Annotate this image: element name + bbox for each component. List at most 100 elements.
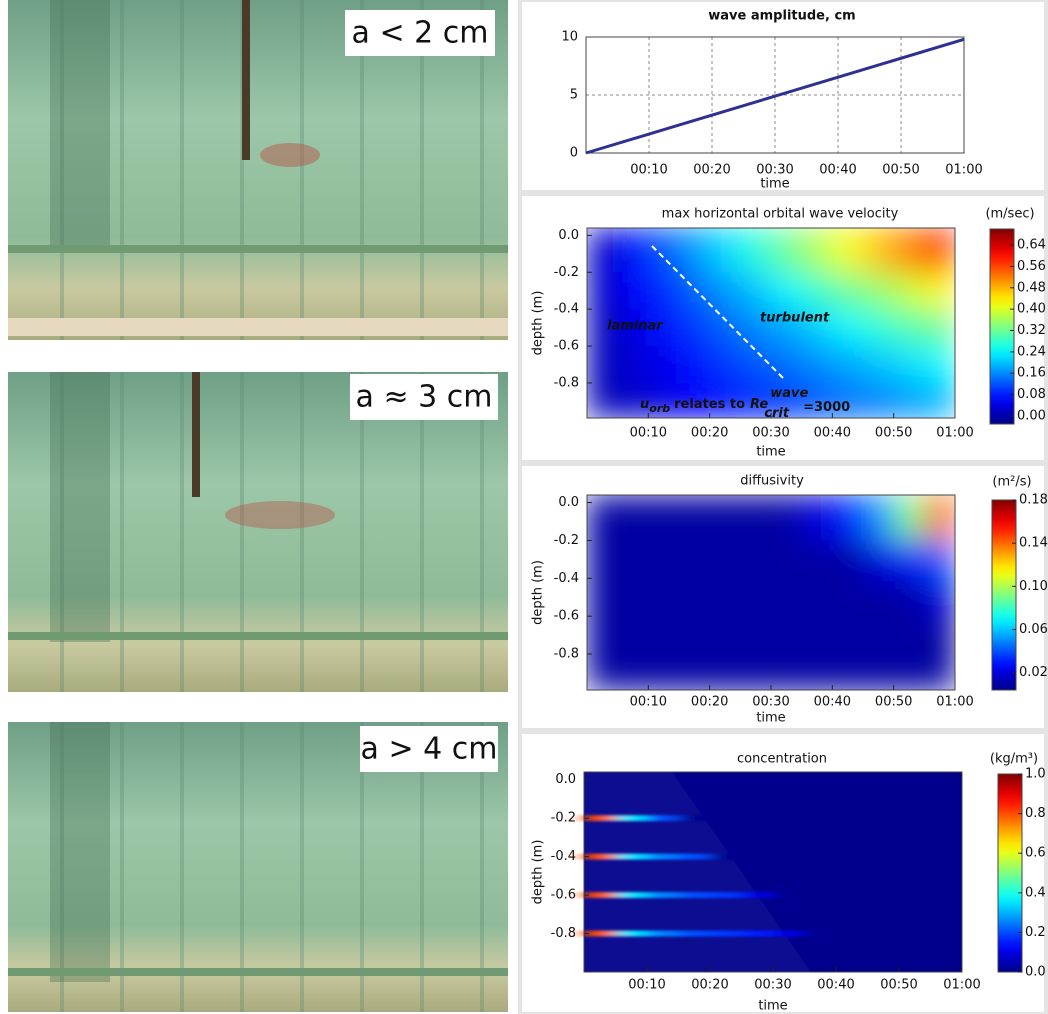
heatmap-cell xyxy=(618,578,649,616)
x-tick-label: 00:50 xyxy=(882,163,919,178)
heatmap-cell xyxy=(894,495,925,541)
colorbar-label: (m²/s) xyxy=(992,475,1031,490)
x-axis-label: time xyxy=(758,999,787,1014)
colorbar-tick-label: 0.18 xyxy=(1019,493,1048,508)
heatmap-cell xyxy=(618,616,649,654)
heatmap-cell xyxy=(863,383,894,419)
streak-cell xyxy=(773,892,805,898)
streak-cell xyxy=(647,931,679,937)
heatmap xyxy=(587,495,956,691)
heatmap-cell xyxy=(710,346,741,383)
heatmap-cell xyxy=(618,654,649,690)
colorbar-label: (m/sec) xyxy=(985,207,1034,222)
heatmap-cell xyxy=(587,616,618,654)
streak-cell xyxy=(647,892,679,898)
heatmap-cell xyxy=(802,495,833,541)
heatmap-cell xyxy=(924,495,955,541)
heatmap-cell xyxy=(894,540,925,578)
heatmap-cell xyxy=(648,616,679,654)
heatmap-cell xyxy=(740,540,771,578)
streak-cell xyxy=(742,892,774,898)
x-tick-label: 00:40 xyxy=(814,426,851,441)
heatmap-cell xyxy=(863,616,894,654)
y-tick-label: -0.8 xyxy=(551,926,576,941)
heatmap-cell xyxy=(802,540,833,578)
label-part: wave xyxy=(770,386,808,401)
heatmap-cell xyxy=(618,272,649,309)
heatmap-cell xyxy=(648,578,679,616)
x-tick-label: 00:20 xyxy=(693,163,730,178)
x-axis-label: time xyxy=(756,711,785,726)
photo: a ≈ 3 cm xyxy=(8,372,508,692)
colorbar-tick-label: 0.00 xyxy=(1017,408,1046,423)
y-tick-label: -0.4 xyxy=(554,302,579,317)
heatmap-cell xyxy=(648,272,679,309)
y-axis-label: depth (m) xyxy=(531,840,546,905)
heatmap-cell xyxy=(740,654,771,690)
heatmap-cell xyxy=(802,346,833,383)
heatmap-cell xyxy=(648,228,679,273)
x-tick-label: 00:30 xyxy=(752,426,789,441)
y-tick-label: -0.6 xyxy=(554,609,579,624)
colorbar-tick-label: 0.02 xyxy=(1019,665,1048,680)
heatmap-cell xyxy=(832,346,863,383)
streak-cell xyxy=(773,854,805,860)
heatmap-cell xyxy=(832,272,863,309)
x-axis-label: time xyxy=(760,177,789,192)
x-tick-label: 00:50 xyxy=(880,978,917,993)
heatmap-cell xyxy=(618,346,649,383)
streak-cell xyxy=(679,931,711,937)
heatmap-cell xyxy=(924,272,955,309)
chart-title: diffusivity xyxy=(740,474,804,489)
y-tick-label: -0.8 xyxy=(554,375,579,390)
heatmap-cell xyxy=(648,346,679,383)
heatmap-cell xyxy=(802,272,833,309)
heatmap-cell xyxy=(587,578,618,616)
x-tick-label: 00:40 xyxy=(819,163,856,178)
heatmap-cell xyxy=(802,654,833,690)
colorbar-tick-label: 0.48 xyxy=(1017,280,1046,295)
chart-title: wave amplitude, cm xyxy=(708,9,855,24)
y-tick-label: -0.2 xyxy=(554,265,579,280)
annotation: turbulent xyxy=(760,311,830,326)
heatmap-cell xyxy=(924,616,955,654)
heatmap-cell xyxy=(740,228,771,273)
heatmap-cell xyxy=(894,383,925,419)
heatmap-cell xyxy=(863,228,894,273)
streak-cell xyxy=(679,892,711,898)
figure: a < 2 cm a ≈ 3 cm a > 4 cm wave amplitud… xyxy=(0,0,1048,1014)
streak-cell xyxy=(616,815,648,821)
heatmap-cell xyxy=(587,654,618,690)
heatmap-cell xyxy=(679,578,710,616)
heatmap-cell xyxy=(648,654,679,690)
colorbar-tick-label: 0.4 xyxy=(1025,885,1046,900)
colorbar-tick-label: 0.40 xyxy=(1017,302,1046,317)
photo-label: a > 4 cm xyxy=(361,732,498,767)
colorbar xyxy=(998,774,1022,972)
heatmap-cell xyxy=(587,228,618,273)
heatmap-cell xyxy=(618,228,649,273)
heatmap-cell xyxy=(832,228,863,273)
heatmap-cell xyxy=(771,540,802,578)
colorbar-tick-label: 0.6 xyxy=(1025,846,1046,861)
heatmap-cell xyxy=(894,228,925,273)
y-tick-label: 0.0 xyxy=(558,495,579,510)
chart-title: concentration xyxy=(737,752,827,767)
x-axis-label: time xyxy=(756,445,785,460)
heatmap-cell xyxy=(648,540,679,578)
heatmap-cell xyxy=(924,309,955,346)
heatmap-cell xyxy=(771,346,802,383)
heatmap-cell xyxy=(618,495,649,541)
heatmap-cell xyxy=(832,578,863,616)
x-tick-label: 00:10 xyxy=(628,978,665,993)
heatmap-cell xyxy=(740,272,771,309)
colorbar-tick-label: 0.0 xyxy=(1025,965,1046,980)
heatmap-cell xyxy=(894,616,925,654)
heatmap-cell xyxy=(740,616,771,654)
streak-cell xyxy=(679,854,711,860)
colorbar-tick-label: 0.8 xyxy=(1025,806,1046,821)
heatmap-cell xyxy=(771,495,802,541)
y-tick-label: 0 xyxy=(570,146,578,161)
heatmap-cell xyxy=(710,540,741,578)
heatmap-cell xyxy=(771,654,802,690)
